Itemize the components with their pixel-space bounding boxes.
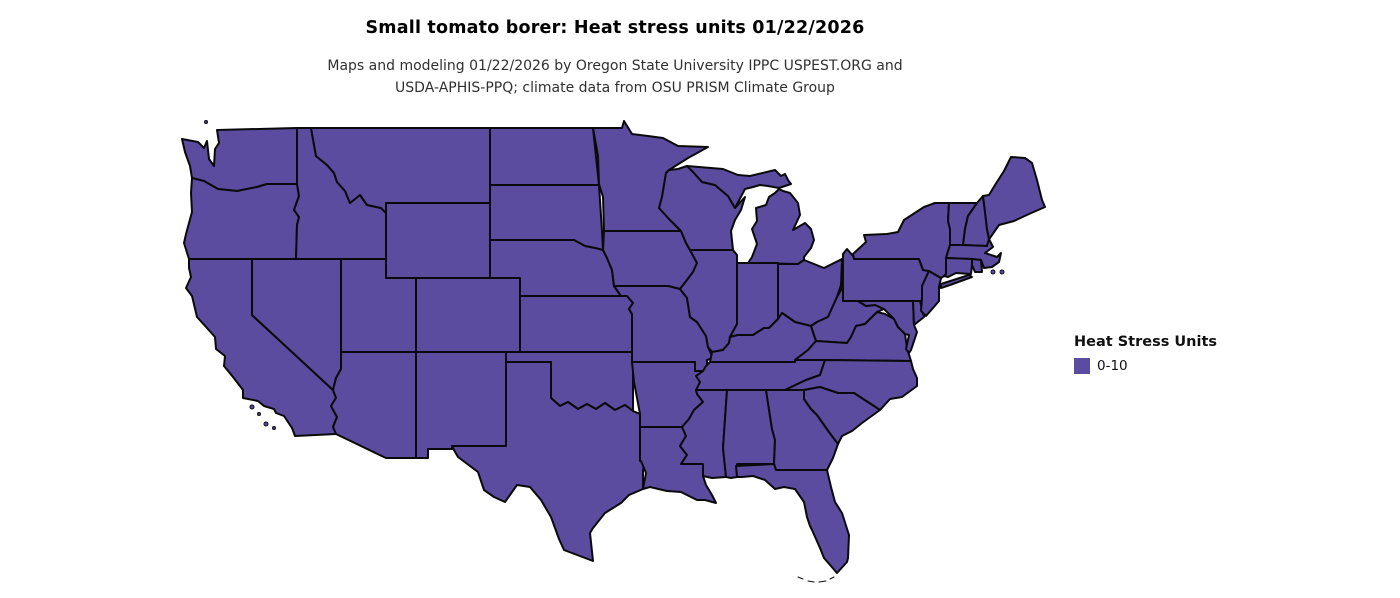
- state-kansas: [519, 295, 634, 353]
- state-south-carolina: [803, 386, 881, 445]
- legend-item-label: 0-10: [1097, 358, 1128, 374]
- island-channel-4: [272, 426, 276, 430]
- map-subtitle: Maps and modeling 01/22/2026 by Oregon S…: [0, 55, 1230, 99]
- state-maryland: [857, 300, 918, 354]
- subtitle-line-2: USDA-APHIS-PPQ; climate data from OSU PR…: [395, 80, 835, 96]
- state-oregon: [183, 177, 300, 260]
- island-san-juan: [204, 120, 208, 124]
- state-florida: [735, 463, 850, 574]
- map-title: Small tomato borer: Heat stress units 01…: [365, 18, 865, 38]
- florida-keys: [797, 576, 835, 583]
- state-colorado: [415, 277, 521, 353]
- legend-item: 0-10: [1074, 358, 1217, 374]
- legend-swatch: [1074, 358, 1090, 374]
- legend: Heat Stress Units 0-10: [1074, 334, 1217, 374]
- state-new-jersey: [920, 270, 942, 317]
- small-islands: [204, 120, 1005, 583]
- state-wyoming: [385, 202, 491, 279]
- island-channel-2: [257, 412, 261, 416]
- legend-swatch-rect: [1074, 358, 1090, 374]
- state-texas: [451, 361, 646, 562]
- island-channel-1: [249, 404, 255, 410]
- state-maine: [982, 156, 1046, 240]
- state-connecticut: [943, 257, 973, 278]
- island-channel-3: [263, 421, 269, 427]
- state-virginia: [794, 311, 912, 362]
- state-new-mexico: [415, 351, 507, 459]
- island-nantucket: [999, 269, 1005, 275]
- map-borders: [181, 120, 1046, 583]
- island-marthas-vineyard: [990, 269, 996, 275]
- state-new-york-long-island: [940, 274, 973, 289]
- legend-title: Heat Stress Units: [1074, 334, 1218, 350]
- state-iowa: [602, 230, 698, 290]
- state-michigan-lower-peninsula: [747, 188, 815, 265]
- subtitle-line-1: Maps and modeling 01/22/2026 by Oregon S…: [327, 58, 903, 74]
- map-states: [181, 120, 1046, 583]
- state-michigan-upper-peninsula: [686, 165, 792, 209]
- state-arizona: [330, 351, 417, 459]
- state-rhode-island: [971, 258, 983, 273]
- header: Small tomato borer: Heat stress units 01…: [0, 18, 1230, 38]
- state-north-dakota: [489, 127, 600, 186]
